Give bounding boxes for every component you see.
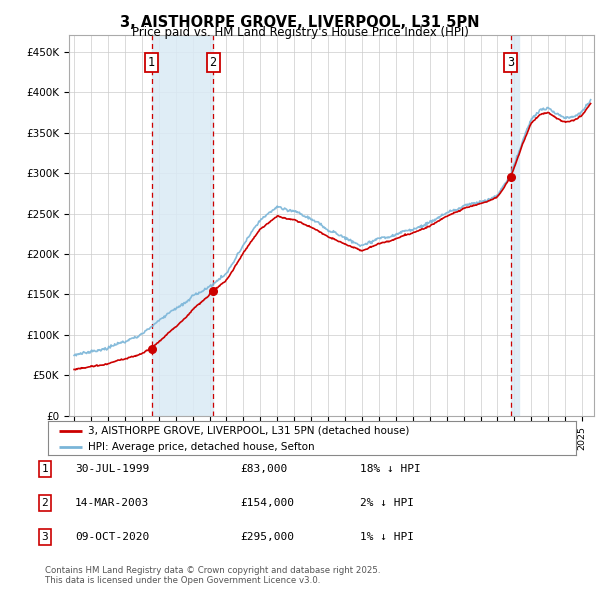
Text: £154,000: £154,000 (240, 498, 294, 507)
Text: 18% ↓ HPI: 18% ↓ HPI (360, 464, 421, 474)
Text: 1% ↓ HPI: 1% ↓ HPI (360, 532, 414, 542)
Text: 3, AISTHORPE GROVE, LIVERPOOL, L31 5PN (detached house): 3, AISTHORPE GROVE, LIVERPOOL, L31 5PN (… (88, 426, 409, 436)
Text: £83,000: £83,000 (240, 464, 287, 474)
Bar (511, 35, 519, 416)
Text: 3: 3 (507, 55, 514, 68)
Text: 3, AISTHORPE GROVE, LIVERPOOL, L31 5PN: 3, AISTHORPE GROVE, LIVERPOOL, L31 5PN (120, 15, 480, 30)
Text: 2: 2 (209, 55, 217, 68)
Text: HPI: Average price, detached house, Sefton: HPI: Average price, detached house, Seft… (88, 442, 314, 452)
Text: 2% ↓ HPI: 2% ↓ HPI (360, 498, 414, 507)
Text: 3: 3 (41, 532, 49, 542)
Text: 1: 1 (148, 55, 155, 68)
Text: 2: 2 (41, 498, 49, 507)
Text: 30-JUL-1999: 30-JUL-1999 (75, 464, 149, 474)
Text: 1: 1 (41, 464, 49, 474)
Text: 09-OCT-2020: 09-OCT-2020 (75, 532, 149, 542)
Text: Contains HM Land Registry data © Crown copyright and database right 2025.
This d: Contains HM Land Registry data © Crown c… (45, 566, 380, 585)
Text: £295,000: £295,000 (240, 532, 294, 542)
Text: 14-MAR-2003: 14-MAR-2003 (75, 498, 149, 507)
Bar (152, 35, 213, 416)
Text: Price paid vs. HM Land Registry's House Price Index (HPI): Price paid vs. HM Land Registry's House … (131, 26, 469, 39)
